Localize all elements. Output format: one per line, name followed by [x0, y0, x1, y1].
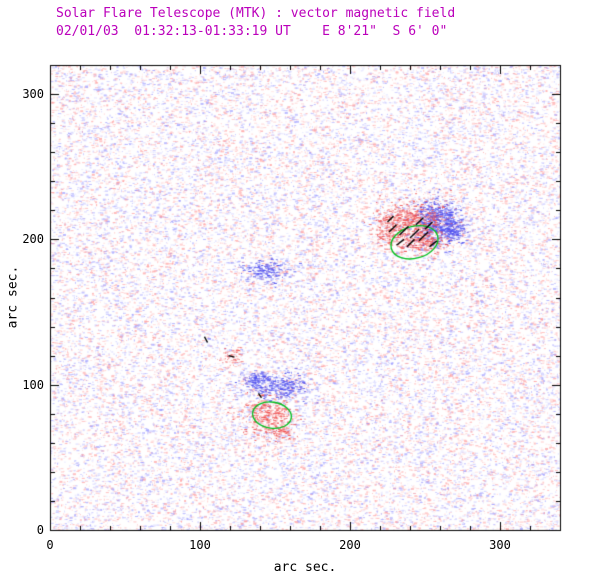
- x-tick-label: 100: [189, 538, 211, 552]
- x-tick-label: 300: [489, 538, 511, 552]
- x-axis-label: arc sec.: [273, 560, 337, 575]
- y-tick-label: 300: [22, 87, 44, 102]
- plot-subtitle: 02/01/03 01:32:13-01:33:19 UT E 8'21" S …: [56, 24, 448, 39]
- plot-title: Solar Flare Telescope (MTK) : vector mag…: [56, 6, 456, 21]
- y-tick-label: 0: [36, 523, 44, 537]
- x-tick-label: 0: [46, 538, 54, 552]
- y-axis-label: arc sec.: [5, 265, 21, 329]
- y-tick-label: 200: [22, 232, 44, 247]
- y-tick-label: 100: [22, 377, 44, 392]
- x-tick-label: 200: [339, 538, 361, 552]
